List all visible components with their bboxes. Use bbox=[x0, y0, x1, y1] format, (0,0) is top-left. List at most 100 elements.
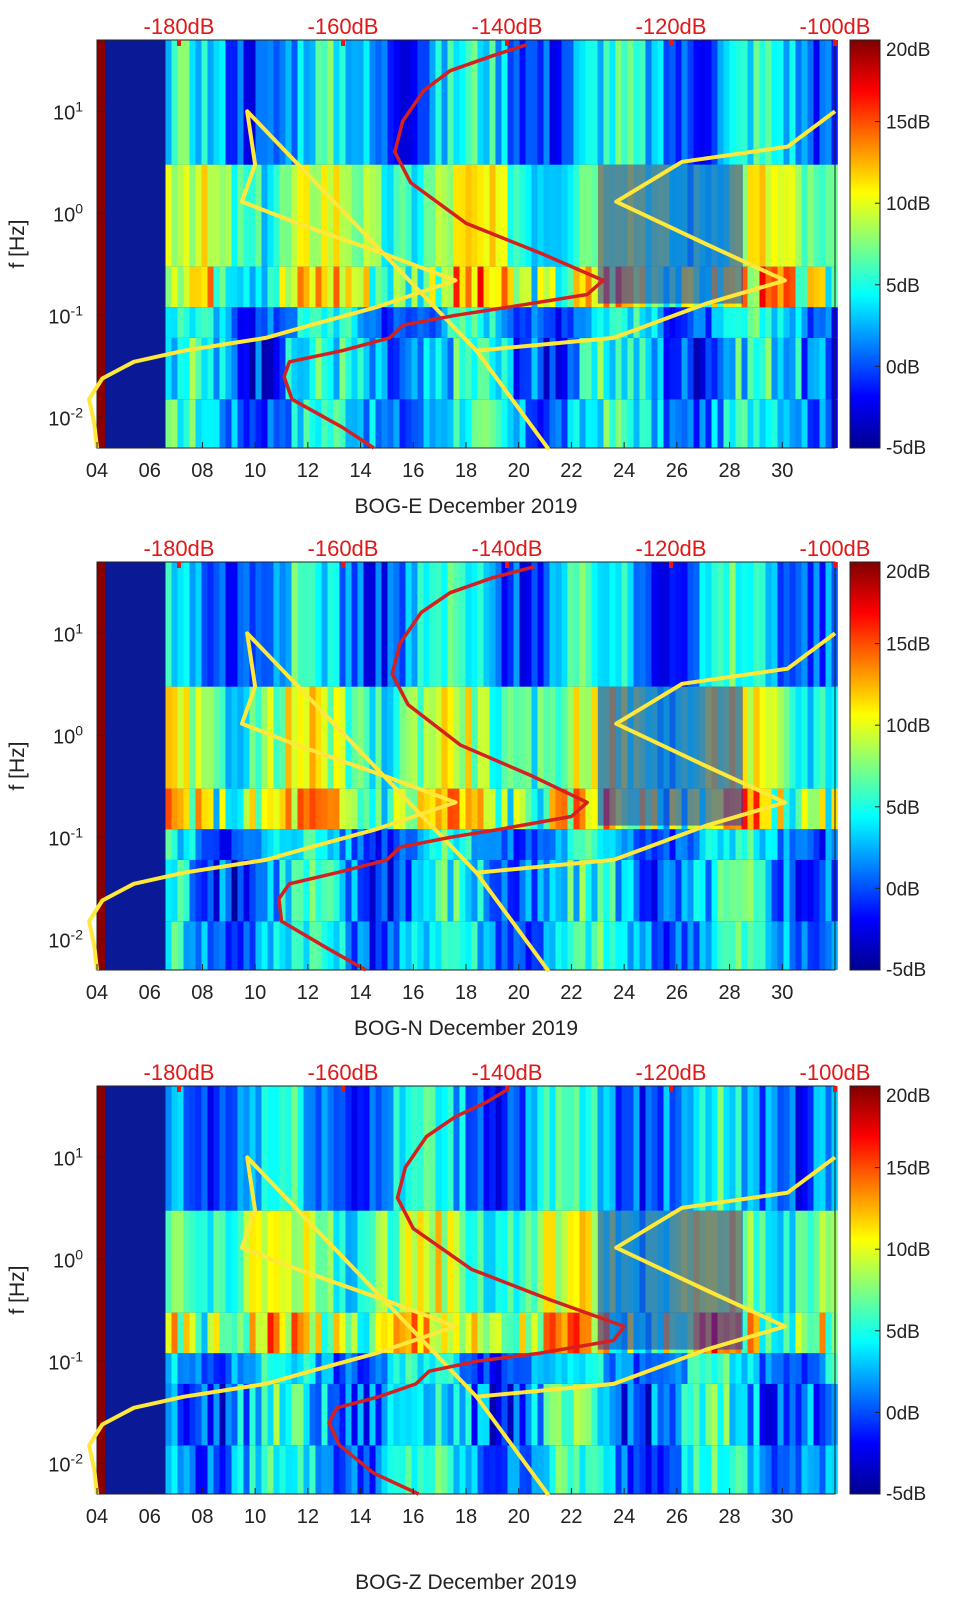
spectrogram-cell bbox=[315, 40, 322, 165]
spectrogram-cell bbox=[795, 337, 802, 400]
spectrogram-cell bbox=[285, 40, 292, 165]
spectrogram-cell bbox=[429, 921, 436, 970]
colorbar-tick-label: 5dB bbox=[886, 1322, 920, 1343]
spectrogram-cell bbox=[393, 686, 400, 789]
spectrogram-cell bbox=[717, 40, 724, 165]
spectrogram-cell bbox=[435, 307, 442, 338]
spectrogram-cell bbox=[699, 399, 706, 448]
spectrogram-cell bbox=[351, 788, 358, 830]
spectrogram-cell bbox=[513, 40, 520, 165]
spectrogram-cell bbox=[381, 1210, 388, 1313]
spectrogram-cell bbox=[741, 1445, 748, 1494]
spectrogram-cell bbox=[165, 829, 172, 860]
spectrogram-cell bbox=[381, 1445, 388, 1494]
spectrogram-cell bbox=[447, 1445, 454, 1494]
spectrogram-cell bbox=[717, 921, 724, 970]
spectrogram-cell bbox=[501, 266, 508, 308]
spectrogram-cell bbox=[627, 307, 634, 338]
spectrogram-cell bbox=[357, 859, 364, 922]
spectrogram-cell bbox=[471, 1210, 478, 1313]
spectrogram-cell bbox=[531, 1383, 538, 1446]
spectrogram-cell bbox=[441, 266, 448, 308]
spectrogram-cell bbox=[759, 1353, 766, 1384]
spectrogram-cell bbox=[213, 921, 220, 970]
spectrogram-cell bbox=[279, 1445, 286, 1494]
spectrogram-cell bbox=[633, 40, 640, 165]
spectrogram-cell bbox=[387, 1086, 394, 1211]
spectrogram-cell bbox=[225, 399, 232, 448]
spectrogram-cell bbox=[579, 562, 586, 687]
spectrogram-cell bbox=[279, 40, 286, 165]
x-tick-label: 26 bbox=[666, 460, 688, 482]
spectrogram-cell bbox=[333, 562, 340, 687]
spectrogram-cell bbox=[483, 337, 490, 400]
spectrogram-cell bbox=[771, 1312, 778, 1354]
spectrogram-cell bbox=[465, 307, 472, 338]
spectrogram-cell bbox=[219, 1312, 226, 1354]
spectrogram-cell bbox=[483, 399, 490, 448]
spectrogram-cell bbox=[531, 686, 538, 789]
top-tick-label: -180dB bbox=[144, 1060, 215, 1085]
spectrogram-cell bbox=[249, 686, 256, 789]
spectrogram-cell bbox=[687, 562, 694, 687]
spectrogram-cell bbox=[567, 337, 574, 400]
spectrogram-cell bbox=[495, 399, 502, 448]
edge-stripe bbox=[98, 40, 105, 448]
spectrogram-cell bbox=[669, 1445, 676, 1494]
spectrogram-cell bbox=[771, 686, 778, 789]
spectrogram-cell bbox=[747, 921, 754, 970]
spectrogram-cell bbox=[813, 1353, 820, 1384]
spectrogram-cell bbox=[297, 1445, 304, 1494]
spectrogram-cell bbox=[303, 921, 310, 970]
spectrogram-cell bbox=[765, 562, 772, 687]
colorbar-tick-label: -5dB bbox=[886, 1484, 926, 1505]
spectrogram-cell bbox=[393, 788, 400, 830]
spectrogram-cell bbox=[681, 1445, 688, 1494]
spectrogram-cell bbox=[621, 829, 628, 860]
spectrogram-cell bbox=[543, 40, 550, 165]
spectrogram-cell bbox=[447, 1383, 454, 1446]
spectrogram-cell bbox=[339, 399, 346, 448]
spectrogram-cell bbox=[771, 829, 778, 860]
spectrogram-cell bbox=[429, 829, 436, 860]
spectrogram-cell bbox=[501, 686, 508, 789]
spectrogram-cell bbox=[399, 829, 406, 860]
spectrogram-cell bbox=[441, 686, 448, 789]
spectrogram-cell bbox=[237, 399, 244, 448]
spectrogram-cell bbox=[681, 859, 688, 922]
spectrogram-cell bbox=[207, 307, 214, 338]
spectrogram-cell bbox=[375, 686, 382, 789]
spectrogram-cell bbox=[495, 266, 502, 308]
spectrogram-cell bbox=[627, 1353, 634, 1384]
spectrogram-cell bbox=[405, 337, 412, 400]
spectrogram-cell bbox=[609, 1383, 616, 1446]
spectrogram-cell bbox=[777, 1445, 784, 1494]
spectrogram-cell bbox=[255, 686, 262, 789]
spectrogram-cell bbox=[549, 1086, 556, 1211]
spectrogram-cell bbox=[699, 1086, 706, 1211]
spectrogram-cell bbox=[771, 1353, 778, 1384]
spectrogram-cell bbox=[267, 40, 274, 165]
spectrogram-cell bbox=[393, 1312, 400, 1354]
spectrogram-cell bbox=[363, 1383, 370, 1446]
spectrogram-cell bbox=[351, 859, 358, 922]
x-tick-label: 28 bbox=[718, 1506, 740, 1528]
spectrogram-cell bbox=[561, 1383, 568, 1446]
spectrogram-cell bbox=[231, 829, 238, 860]
spectrogram-cell bbox=[273, 1353, 280, 1384]
spectrogram-cell bbox=[465, 1210, 472, 1313]
spectrogram-cell bbox=[459, 1445, 466, 1494]
spectrogram-cell bbox=[819, 337, 826, 400]
spectrogram-cell bbox=[753, 562, 760, 687]
edge-stripe bbox=[98, 562, 105, 970]
x-tick-label: 16 bbox=[402, 460, 424, 482]
spectrogram-cell bbox=[573, 921, 580, 970]
spectrogram-cell bbox=[669, 337, 676, 400]
spectrogram-cell bbox=[795, 1210, 802, 1313]
spectrogram-cell bbox=[345, 337, 352, 400]
spectrogram-cell bbox=[333, 829, 340, 860]
spectrogram-cell bbox=[183, 307, 190, 338]
spectrogram-cell bbox=[471, 1383, 478, 1446]
spectrogram-cell bbox=[597, 399, 604, 448]
